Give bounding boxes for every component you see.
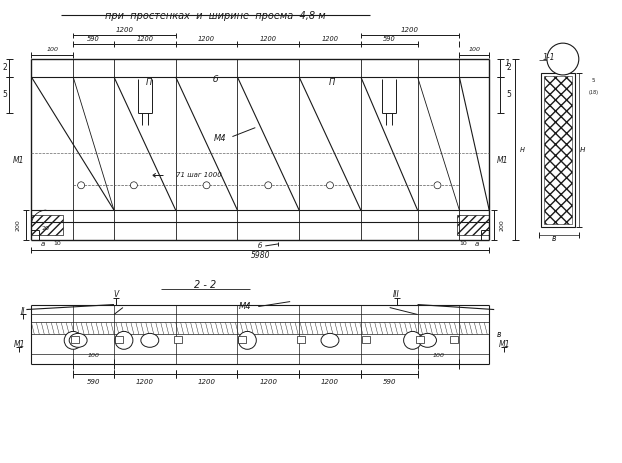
Circle shape [203, 182, 210, 189]
Text: 2: 2 [2, 63, 7, 73]
Circle shape [265, 182, 272, 189]
Text: 1200: 1200 [198, 36, 215, 42]
Text: (18): (18) [589, 90, 599, 95]
Bar [297, 336, 305, 344]
Circle shape [131, 182, 137, 189]
Text: 1-1: 1-1 [543, 53, 555, 62]
Text: б: б [213, 75, 218, 84]
Bar [450, 336, 458, 344]
Text: 590: 590 [383, 36, 396, 42]
Text: 1200: 1200 [401, 27, 419, 33]
Text: М1: М1 [498, 340, 510, 349]
Text: 5: 5 [507, 90, 511, 100]
Text: 1200: 1200 [259, 379, 277, 385]
Circle shape [547, 43, 579, 75]
Bar [115, 336, 123, 344]
Text: ІІ: ІІ [21, 307, 26, 316]
Text: б: б [258, 243, 262, 249]
Text: 200: 200 [499, 219, 504, 231]
Text: 1: 1 [504, 58, 510, 68]
Ellipse shape [419, 333, 437, 347]
Text: 590: 590 [383, 379, 396, 385]
Text: 71 шаг 1000: 71 шаг 1000 [175, 172, 221, 178]
Ellipse shape [141, 333, 159, 347]
Bar [415, 336, 424, 344]
Text: 1200: 1200 [260, 36, 277, 42]
Circle shape [238, 332, 256, 349]
Text: 10: 10 [460, 241, 467, 246]
Circle shape [404, 332, 422, 349]
Text: 1200: 1200 [322, 36, 338, 42]
Circle shape [64, 332, 82, 349]
Circle shape [327, 182, 333, 189]
Text: 1200: 1200 [136, 379, 154, 385]
Text: а: а [475, 241, 480, 247]
Text: ІІІ: ІІІ [393, 290, 400, 299]
Text: 1200: 1200 [136, 36, 154, 42]
Bar [31, 215, 63, 235]
Text: 5: 5 [2, 90, 7, 100]
Text: 100: 100 [88, 353, 100, 358]
Text: а: а [41, 241, 45, 247]
Circle shape [115, 332, 133, 349]
Text: М1: М1 [496, 156, 508, 165]
Text: 2: 2 [507, 63, 511, 73]
Text: 1200: 1200 [198, 379, 216, 385]
Bar [238, 336, 246, 344]
Text: 1200: 1200 [321, 379, 339, 385]
Text: V: V [113, 290, 119, 299]
Text: 100: 100 [468, 47, 480, 51]
Text: 5980: 5980 [251, 251, 270, 260]
Bar [541, 73, 575, 227]
Text: 2 - 2: 2 - 2 [195, 280, 216, 290]
Bar [544, 76, 572, 224]
Text: П: П [146, 78, 152, 88]
Bar [362, 336, 370, 344]
Text: в: в [552, 234, 556, 244]
Circle shape [78, 182, 85, 189]
Text: 10: 10 [53, 241, 61, 246]
Text: 590: 590 [87, 379, 100, 385]
Text: М1: М1 [12, 156, 24, 165]
Text: М4: М4 [214, 134, 227, 143]
Text: М4: М4 [239, 302, 252, 311]
Text: 100: 100 [46, 47, 58, 51]
Ellipse shape [69, 333, 87, 347]
Bar [457, 215, 490, 235]
Circle shape [434, 182, 441, 189]
Text: 1200: 1200 [116, 27, 134, 33]
Text: 200: 200 [16, 219, 21, 231]
Text: М1: М1 [14, 340, 25, 349]
Text: 5: 5 [592, 78, 595, 83]
Bar [71, 336, 79, 344]
Text: 100: 100 [432, 353, 445, 358]
Text: в: в [497, 330, 501, 339]
Bar [174, 336, 182, 344]
Text: 590: 590 [87, 36, 100, 42]
Text: 20: 20 [41, 225, 49, 231]
Text: П: П [329, 78, 335, 88]
Text: при  простенках  и  ширине  проема  4,8 м: при простенках и ширине проема 4,8 м [105, 11, 326, 21]
Text: н: н [519, 145, 524, 154]
Ellipse shape [321, 333, 339, 347]
Text: н: н [580, 145, 585, 155]
